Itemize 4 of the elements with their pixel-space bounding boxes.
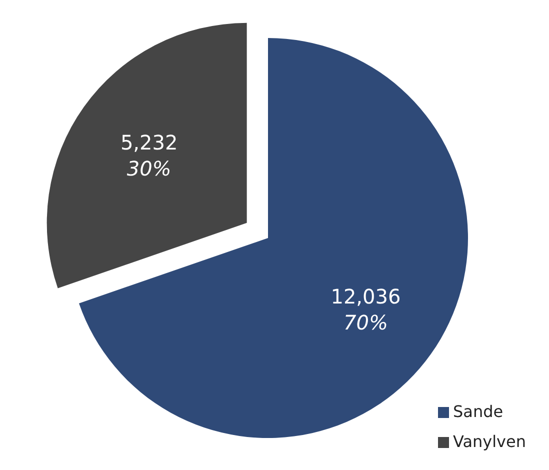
legend-label: Sande [452, 402, 504, 421]
data-label: 5,232 30% [120, 130, 178, 180]
data-label: 12,036 70% [330, 284, 401, 335]
legend-label: Vanylven [452, 432, 526, 451]
